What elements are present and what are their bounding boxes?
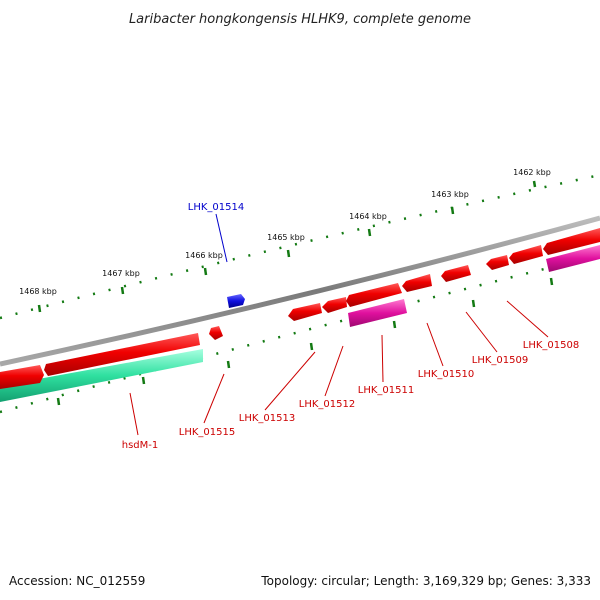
gene-label-lhk-01514[interactable]: LHK_01514 <box>188 202 244 213</box>
gene-lhk-01510[interactable] <box>402 274 432 292</box>
gene-lhk-01512[interactable] <box>322 297 347 313</box>
gene-label-lhk-01509[interactable]: LHK_01509 <box>472 355 528 366</box>
gene-long-red[interactable] <box>44 333 200 376</box>
ruler-label: 1466 kbp <box>185 251 223 260</box>
gene-lhk-01514[interactable] <box>227 294 245 308</box>
map-title: Laribacter hongkongensis HLHK9, complete… <box>129 12 471 27</box>
gene-lhk-01509[interactable] <box>441 265 471 282</box>
gene-lhk-01511[interactable] <box>348 299 407 327</box>
gene-label-hsdm-1[interactable]: hsdM-1 <box>122 440 159 451</box>
ruler-major-tick <box>367 228 372 237</box>
leader-lhk-01511 <box>381 334 384 383</box>
forward-strand-genes <box>227 294 245 308</box>
gene-lhk-01515[interactable] <box>209 326 223 340</box>
gene-label-lhk-01508[interactable]: LHK_01508 <box>523 340 579 351</box>
inner-ruler <box>0 253 600 414</box>
ruler-label: 1465 kbp <box>267 233 305 242</box>
leader-lhk-01512 <box>324 345 344 397</box>
ruler-major-tick <box>141 376 146 385</box>
label-leaders <box>129 213 549 436</box>
leader-lhk-01509 <box>465 311 498 353</box>
ruler-labels: 1462 kbp 1463 kbp 1464 kbp 1465 kbp 1466… <box>19 168 551 296</box>
ruler-label: 1468 kbp <box>19 287 57 296</box>
ruler-major-tick <box>309 342 314 351</box>
ruler-major-tick <box>203 267 208 276</box>
gene-lhk-01513[interactable] <box>288 303 322 321</box>
leader-lhk-01508 <box>506 300 549 338</box>
ruler-major-tick <box>37 304 42 313</box>
ruler-label: 1464 kbp <box>349 212 387 221</box>
reverse-strand-genes <box>0 228 600 402</box>
gene-label-lhk-01515[interactable]: LHK_01515 <box>179 427 235 438</box>
outer-ruler <box>0 173 600 320</box>
genome-backbone <box>0 215 600 367</box>
leader-hsdm-1 <box>129 392 139 436</box>
gene-label-lhk-01512[interactable]: LHK_01512 <box>299 399 355 410</box>
ruler-major-tick <box>471 299 476 308</box>
leader-lhk-01510 <box>426 322 444 367</box>
ruler-major-tick <box>392 320 397 329</box>
gene-hsdm-1[interactable] <box>0 349 203 402</box>
ruler-label: 1467 kbp <box>102 269 140 278</box>
gene-magenta-right[interactable] <box>546 245 600 272</box>
leader-lhk-01515 <box>203 373 225 424</box>
ruler-label: 1462 kbp <box>513 168 551 177</box>
topology-text: Topology: circular; Length: 3,169,329 bp… <box>261 574 591 588</box>
gene-label-lhk-01511[interactable]: LHK_01511 <box>358 385 414 396</box>
gene-label-group: LHK_01514 hsdM-1 LHK_01515 LHK_01513 LHK… <box>122 202 579 451</box>
gene-label-lhk-01510[interactable]: LHK_01510 <box>418 369 474 380</box>
gene-red-mid[interactable] <box>346 283 402 307</box>
ruler-major-tick <box>549 277 554 286</box>
gene-red-right[interactable] <box>543 228 600 255</box>
gene-left-edge[interactable] <box>0 365 44 389</box>
ruler-major-tick <box>120 286 125 295</box>
ruler-major-tick <box>532 180 537 188</box>
ruler-major-tick <box>56 397 61 406</box>
ruler-label: 1463 kbp <box>431 190 469 199</box>
ruler-major-tick <box>450 206 455 215</box>
leader-lhk-01513 <box>264 351 316 411</box>
accession-text: Accession: NC_012559 <box>9 574 146 588</box>
gene-lhk-01508[interactable] <box>509 245 543 264</box>
gene-small-a[interactable] <box>486 255 509 270</box>
ruler-major-tick <box>226 360 231 369</box>
gene-label-lhk-01513[interactable]: LHK_01513 <box>239 413 295 424</box>
leader-lhk-01514 <box>215 213 228 263</box>
ruler-major-tick <box>286 249 291 258</box>
